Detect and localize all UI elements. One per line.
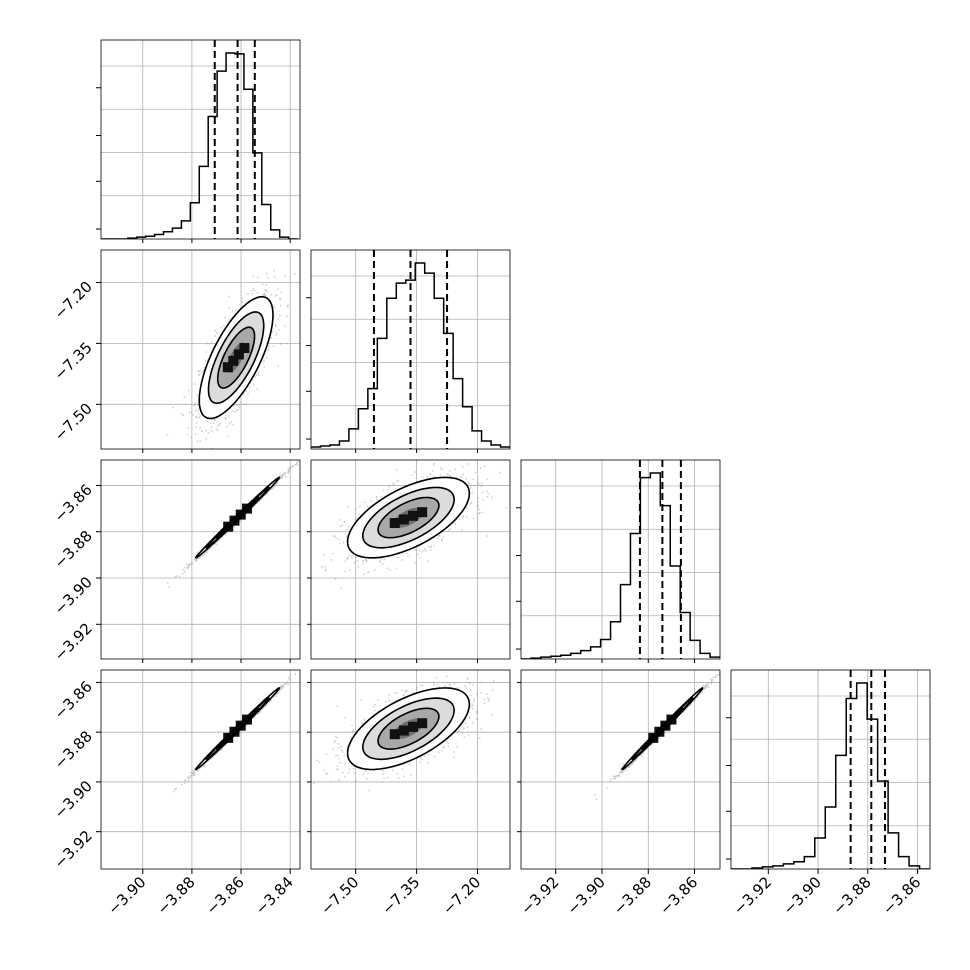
x-tick-label: −3.90	[104, 873, 149, 918]
x-tick-label: −3.88	[610, 873, 655, 918]
y-tick-label: −3.88	[51, 727, 96, 772]
density-core	[223, 732, 234, 743]
panel-frame	[310, 669, 511, 870]
x-tick-label: −3.84	[252, 873, 297, 918]
panel-3-0	[100, 669, 301, 870]
x-tick-label: −3.90	[564, 873, 609, 918]
contour-line	[377, 496, 440, 539]
panel-frame	[520, 669, 721, 870]
panel-content	[731, 670, 930, 869]
panel-content	[101, 40, 300, 239]
density-core	[398, 514, 409, 525]
panel-3-1	[310, 669, 511, 870]
density-core	[241, 503, 252, 514]
density-core	[654, 726, 665, 737]
contour-line	[346, 687, 471, 771]
panel-content	[521, 460, 720, 659]
density-core	[648, 732, 659, 743]
contour-line	[216, 326, 256, 389]
density-core	[389, 518, 400, 529]
density-core	[408, 721, 419, 732]
panel-content	[101, 670, 300, 869]
density-core	[417, 507, 428, 518]
contour-line	[361, 486, 456, 549]
panel-frame	[100, 669, 301, 870]
panel-0-0	[96, 39, 301, 240]
y-tick-label: −3.90	[51, 573, 96, 618]
contour-line	[194, 687, 281, 771]
density-core	[235, 509, 246, 520]
panel-1-0	[100, 249, 301, 450]
scatter-samples	[313, 670, 510, 792]
y-tick-label: −3.90	[51, 777, 96, 822]
panel-frame	[310, 459, 511, 660]
contour-line	[207, 311, 265, 405]
panel-2-0	[100, 459, 301, 660]
contour-line	[346, 476, 471, 559]
density-core	[222, 362, 233, 373]
density-core	[417, 718, 428, 729]
x-tick-label: −3.86	[656, 873, 701, 918]
panel-3-2	[520, 669, 721, 870]
panel-content	[101, 460, 300, 659]
contour-line	[621, 686, 704, 771]
x-tick-label: −3.90	[780, 873, 825, 918]
density-core	[241, 714, 252, 725]
y-tick-label: −3.86	[51, 678, 96, 723]
panel-frame	[730, 669, 931, 870]
x-tick-label: −3.88	[829, 873, 874, 918]
y-tick-label: −3.88	[51, 527, 96, 572]
panel-content	[101, 250, 300, 449]
density-core	[389, 729, 400, 740]
panel-3-3	[726, 669, 931, 870]
density-core	[408, 510, 419, 521]
panel-frame	[100, 249, 301, 450]
contour-line	[377, 707, 440, 750]
histogram-step-line	[311, 262, 510, 448]
x-tick-label: −7.20	[439, 873, 484, 918]
density-core	[229, 726, 240, 737]
x-tick-label: −3.92	[517, 873, 562, 918]
density-core	[239, 343, 250, 354]
contour-line	[194, 476, 281, 559]
contour-line	[361, 697, 456, 761]
panel-frame	[100, 459, 301, 660]
y-tick-label: −7.50	[51, 399, 96, 444]
y-tick-label: −3.92	[51, 619, 96, 664]
y-tick-label: −7.20	[51, 278, 96, 323]
panel-2-2	[516, 459, 721, 660]
density-core	[228, 355, 239, 366]
histogram-step-line	[521, 472, 720, 659]
x-tick-label: −7.35	[378, 873, 423, 918]
density-core	[233, 349, 244, 360]
x-tick-label: −7.50	[317, 873, 362, 918]
y-tick-label: −3.92	[51, 827, 96, 872]
panel-content	[311, 250, 510, 449]
histogram-step-line	[101, 52, 298, 239]
panel-1-1	[306, 249, 511, 450]
density-core	[229, 515, 240, 526]
contour-line	[198, 295, 274, 420]
x-tick-label: −3.88	[153, 873, 198, 918]
density-core	[398, 725, 409, 736]
y-tick-label: −3.86	[51, 481, 96, 526]
density-core	[666, 714, 677, 725]
panel-content	[311, 670, 510, 869]
x-tick-label: −3.86	[879, 873, 924, 918]
y-tick-label: −7.35	[51, 339, 96, 384]
panel-content	[521, 670, 720, 869]
panel-2-1	[310, 459, 511, 660]
density-core	[223, 521, 234, 532]
histogram-step-line	[731, 682, 930, 869]
panel-frame	[310, 249, 511, 450]
x-tick-label: −3.86	[203, 873, 248, 918]
density-core	[660, 720, 671, 731]
panel-frame	[520, 459, 721, 660]
panel-content	[311, 460, 510, 659]
density-core	[235, 720, 246, 731]
panel-frame	[100, 39, 301, 240]
x-tick-label: −3.92	[730, 873, 775, 918]
